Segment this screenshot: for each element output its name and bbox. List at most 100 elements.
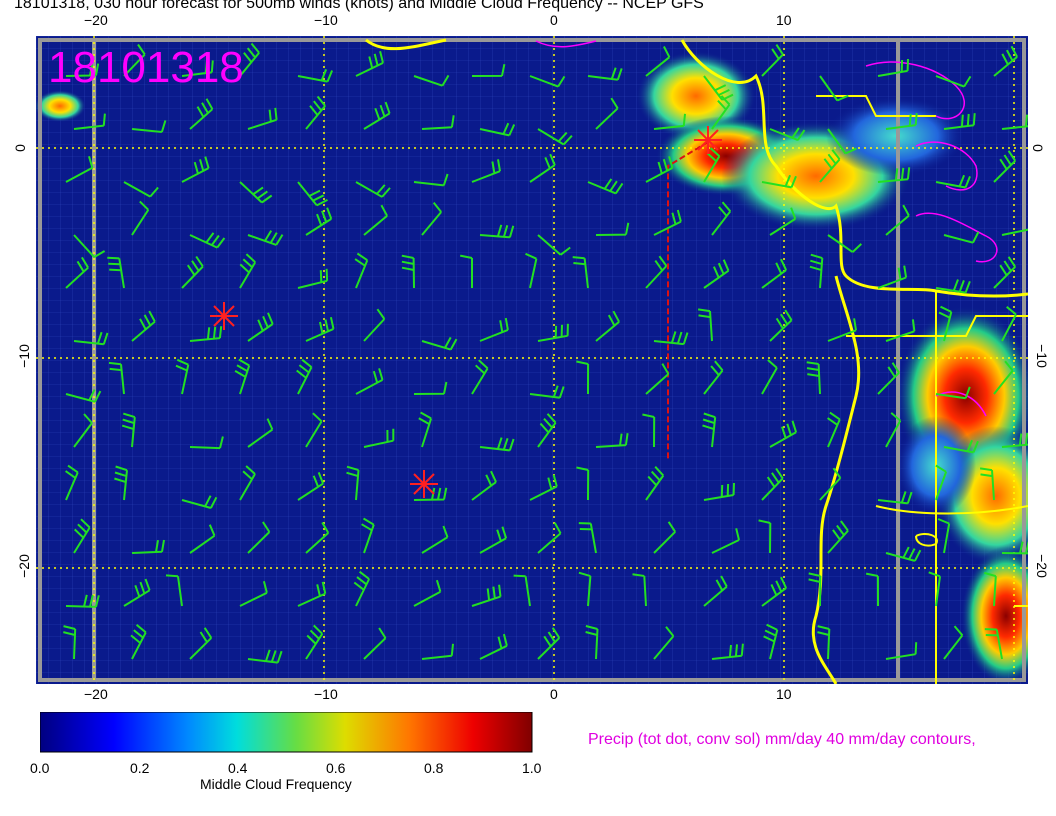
wind-barb — [578, 571, 592, 607]
wind-barb — [819, 149, 841, 183]
wind-barb — [525, 252, 538, 289]
wind-barb — [73, 234, 106, 258]
wind-barb — [537, 234, 571, 256]
wind-barb — [653, 521, 677, 554]
wind-barb — [935, 464, 948, 501]
wind-barb — [761, 258, 788, 289]
wind-barb — [984, 571, 997, 607]
wind-barb — [979, 467, 995, 501]
wind-barb — [711, 201, 732, 236]
colorbar-tick: 1.0 — [522, 760, 542, 776]
wind-barb — [827, 411, 841, 448]
wind-barb — [73, 113, 106, 130]
wind-barb — [885, 412, 902, 448]
wind-barb — [114, 465, 128, 501]
wind-barb — [413, 487, 448, 501]
wind-barb — [123, 43, 146, 77]
wind-barb — [181, 60, 214, 77]
wind-barb — [761, 359, 778, 395]
wind-barb — [645, 46, 671, 77]
wind-barb — [181, 255, 204, 289]
wind-barb — [697, 308, 713, 342]
wind-barb — [1001, 306, 1017, 342]
wind-barb — [937, 518, 951, 554]
storm-marker-1 — [210, 302, 238, 330]
wind-barb — [529, 153, 556, 183]
lat-tick-right: 0 — [1029, 144, 1046, 152]
wind-barb — [585, 625, 599, 660]
wind-barb — [984, 628, 1003, 660]
wind-barb — [703, 575, 728, 607]
wind-barb — [247, 521, 271, 554]
wind-barb — [297, 472, 325, 501]
wind-barb — [819, 467, 842, 501]
wind-barb — [63, 625, 77, 660]
wind-barb — [305, 316, 335, 342]
wind-barb — [576, 466, 590, 501]
wind-barb — [761, 44, 784, 77]
wind-barb — [131, 120, 167, 133]
graticule — [36, 36, 1028, 684]
wind-barb — [943, 231, 980, 244]
lon-tick-top: −10 — [314, 12, 338, 28]
wind-barb — [189, 524, 216, 554]
wind-barb — [123, 181, 159, 198]
wind-barb — [529, 474, 558, 501]
wind-barb — [653, 209, 682, 236]
wind-barb — [993, 45, 1018, 77]
wind-barb — [595, 433, 629, 448]
colorbar-tick: 0.8 — [424, 760, 444, 776]
wind-barb — [642, 413, 656, 448]
wind-barb — [247, 230, 284, 246]
colorbar-tick: 0.2 — [130, 760, 150, 776]
wind-barb — [73, 518, 91, 554]
wind-barb — [479, 317, 509, 342]
wind-barb — [247, 649, 283, 664]
wind-barb — [239, 181, 273, 204]
wind-barb — [471, 159, 501, 183]
wind-barb — [928, 571, 941, 607]
wind-barb — [529, 75, 566, 88]
wind-barb — [513, 574, 531, 607]
wind-barb — [817, 625, 831, 660]
wind-barb — [247, 312, 274, 342]
wind-barb — [234, 358, 251, 395]
lon-tick-bottom: 10 — [776, 686, 792, 702]
wind-barb — [865, 572, 879, 607]
wind-barb — [703, 360, 724, 395]
wind-barb — [935, 279, 971, 294]
colorbar-tick: 0.4 — [228, 760, 248, 776]
wind-barb — [65, 389, 102, 403]
wind-barb — [758, 519, 772, 554]
wind-barb — [993, 256, 1017, 289]
wind-barb — [877, 167, 911, 183]
wind-barb — [935, 174, 971, 189]
wind-barb — [296, 358, 313, 395]
wind-barb — [479, 526, 508, 554]
wind-barb — [363, 428, 395, 448]
wind-barb — [703, 259, 730, 289]
wind-barb — [421, 336, 458, 351]
wind-barb — [353, 570, 370, 607]
wind-barb — [239, 580, 268, 607]
wind-barb — [993, 360, 1014, 395]
wind-barb — [471, 470, 497, 501]
wind-barb — [181, 156, 210, 183]
coastline — [365, 38, 1028, 684]
wind-barb — [479, 633, 508, 660]
wind-barb — [885, 546, 922, 562]
wind-barb — [165, 574, 183, 607]
wind-barb — [418, 411, 433, 448]
wind-barb — [413, 579, 442, 607]
wind-barb — [355, 181, 391, 198]
wind-barb — [239, 465, 256, 501]
lat-tick-right: −10 — [1033, 344, 1050, 368]
wind-barb — [537, 413, 557, 448]
wind-barb — [239, 253, 257, 289]
wind-barb — [239, 42, 260, 77]
wind-barb — [107, 256, 125, 289]
wind-barb — [297, 181, 328, 207]
wind-barb — [363, 627, 387, 660]
wind-barb — [769, 309, 793, 342]
wind-barb — [73, 413, 93, 448]
